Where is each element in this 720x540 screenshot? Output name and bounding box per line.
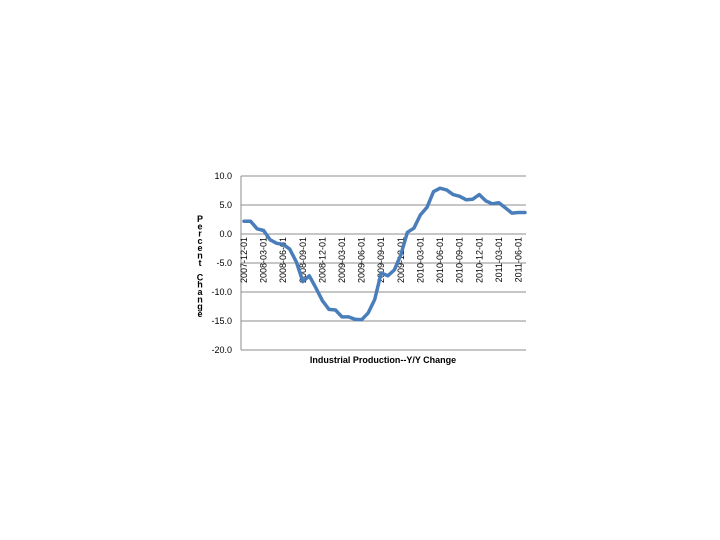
y-tick-label: -10.0: [211, 287, 232, 297]
x-tick-label: 2009-03-01: [337, 237, 347, 283]
y-axis-label-char: e: [197, 243, 202, 253]
x-tick-label: 2008-12-01: [317, 237, 327, 283]
x-tick-label: 2009-12-01: [396, 237, 406, 283]
x-tick-label: 2011-03-01: [494, 237, 504, 282]
chart-title: Industrial Production--Y/Y Change: [310, 355, 456, 365]
y-axis-label-char: n: [197, 251, 203, 261]
y-axis-label-char: c: [197, 236, 202, 246]
y-axis-label-char: n: [197, 294, 203, 304]
y-axis-label-char: g: [197, 302, 203, 312]
y-tick-label: -5.0: [216, 258, 232, 268]
x-tick-label: 2010-03-01: [415, 237, 425, 283]
y-axis-label-char: e: [197, 221, 202, 231]
y-axis-label-char: t: [199, 258, 202, 268]
x-tick-label: 2008-09-01: [298, 237, 308, 283]
series-line: [242, 186, 527, 322]
x-tick-labels: 2007-12-01 2008-03-01 2008-06-01 2008-09-01…: [239, 237, 523, 283]
x-tick-label: 2007-12-01: [239, 237, 249, 283]
x-tick-label: 2011-06-01: [513, 237, 523, 282]
x-tick-label: 2008-06-01: [278, 237, 288, 283]
y-axis-label-char: a: [197, 287, 203, 297]
y-tick-label: 5.0: [219, 200, 232, 210]
x-tick-label: 2010-06-01: [435, 237, 445, 283]
y-axis-label-char: C: [197, 272, 204, 282]
y-tick-label: 0.0: [219, 229, 232, 239]
y-tick-label: 10.0: [214, 171, 232, 181]
x-tick-label: 2009-06-01: [357, 237, 367, 283]
y-tick-label: -15.0: [211, 316, 232, 326]
y-tick-label: -20.0: [211, 345, 232, 355]
x-tick-label: 2009-09-01: [376, 237, 386, 283]
y-axis-label-char: e: [197, 309, 202, 319]
y-axis-label-char: h: [197, 280, 203, 290]
x-tick-label: 2010-12-01: [474, 237, 484, 283]
x-tick-label: 2010-09-01: [455, 237, 465, 283]
y-tick-labels: 10.0 5.0 0.0 -5.0 -10.0 -15.0 -20.0: [211, 171, 232, 355]
y-axis-label-char: r: [198, 229, 202, 239]
y-axis-label-char: P: [197, 214, 203, 224]
x-tick-label: 2008-03-01: [259, 237, 269, 283]
